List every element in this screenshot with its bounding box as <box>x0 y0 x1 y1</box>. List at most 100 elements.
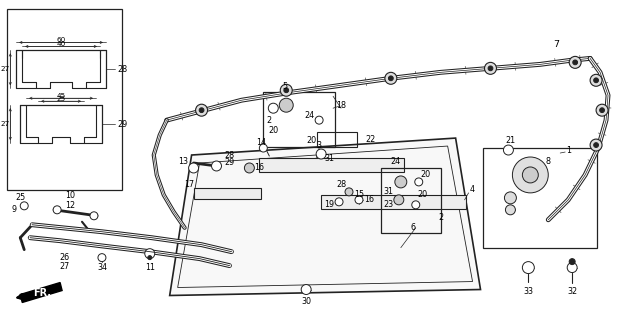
Circle shape <box>268 103 279 113</box>
Text: 22: 22 <box>366 135 376 144</box>
Circle shape <box>148 256 152 260</box>
Text: 20: 20 <box>306 136 316 145</box>
Bar <box>483 148 597 248</box>
Circle shape <box>316 149 326 159</box>
Circle shape <box>301 284 311 294</box>
Text: 2: 2 <box>267 116 272 125</box>
Circle shape <box>522 167 539 183</box>
Circle shape <box>90 212 98 220</box>
Circle shape <box>335 198 343 206</box>
Text: 15: 15 <box>354 190 364 199</box>
Text: 31: 31 <box>324 154 334 163</box>
Text: 19: 19 <box>324 200 334 209</box>
Bar <box>194 188 261 199</box>
Text: 5: 5 <box>283 82 288 91</box>
Text: 33: 33 <box>523 287 534 296</box>
Text: 7: 7 <box>553 40 559 49</box>
Circle shape <box>284 88 288 93</box>
Text: 29: 29 <box>117 120 127 129</box>
Circle shape <box>569 259 575 265</box>
Text: 21: 21 <box>505 136 516 145</box>
Circle shape <box>596 104 608 116</box>
Text: 31: 31 <box>384 188 394 196</box>
Text: 45: 45 <box>56 93 66 99</box>
Text: 18: 18 <box>336 101 346 110</box>
Circle shape <box>145 249 155 259</box>
Polygon shape <box>170 138 480 295</box>
Text: 29: 29 <box>224 158 235 167</box>
Text: 20: 20 <box>418 190 428 199</box>
Text: 16: 16 <box>254 164 264 172</box>
Text: 3: 3 <box>317 140 322 149</box>
Bar <box>263 92 335 147</box>
Text: 32: 32 <box>567 287 578 296</box>
Bar <box>259 158 404 172</box>
Text: 11: 11 <box>145 263 155 272</box>
Circle shape <box>389 76 393 81</box>
Circle shape <box>415 178 423 186</box>
Circle shape <box>53 206 61 214</box>
Text: 27: 27 <box>0 66 9 72</box>
Circle shape <box>594 78 599 83</box>
Circle shape <box>212 161 222 171</box>
Circle shape <box>503 145 513 155</box>
Text: 17: 17 <box>184 180 194 189</box>
Text: 12: 12 <box>65 201 75 210</box>
Circle shape <box>590 74 602 86</box>
Text: 28: 28 <box>225 150 235 159</box>
Text: 28: 28 <box>117 65 127 74</box>
Circle shape <box>590 139 602 151</box>
Circle shape <box>196 104 207 116</box>
Text: 23: 23 <box>384 200 394 209</box>
Text: 25: 25 <box>56 96 66 102</box>
Bar <box>321 195 465 209</box>
Circle shape <box>506 205 516 215</box>
Circle shape <box>315 116 323 124</box>
Circle shape <box>199 108 204 113</box>
Circle shape <box>573 60 578 65</box>
Circle shape <box>567 263 577 273</box>
Text: 24: 24 <box>304 111 314 120</box>
Text: 60: 60 <box>56 37 66 44</box>
Text: 6: 6 <box>410 223 415 232</box>
Text: 20: 20 <box>421 171 431 180</box>
Circle shape <box>345 188 353 196</box>
Bar <box>317 132 357 147</box>
Text: 13: 13 <box>179 157 189 166</box>
Circle shape <box>189 163 199 173</box>
Circle shape <box>488 66 493 71</box>
Circle shape <box>513 157 548 193</box>
Circle shape <box>394 195 404 205</box>
Text: 14: 14 <box>256 138 266 147</box>
Text: 30: 30 <box>301 297 311 306</box>
Text: 16: 16 <box>364 195 374 204</box>
Text: 24: 24 <box>391 157 401 166</box>
Text: 20: 20 <box>268 126 279 135</box>
Circle shape <box>355 196 363 204</box>
Circle shape <box>245 163 254 173</box>
Text: FR.: FR. <box>33 287 51 298</box>
Text: 28: 28 <box>336 180 346 189</box>
Text: 25: 25 <box>15 193 25 202</box>
Text: 10: 10 <box>65 191 75 200</box>
Circle shape <box>385 72 397 84</box>
Text: 4: 4 <box>470 185 475 194</box>
Circle shape <box>20 202 28 210</box>
Polygon shape <box>20 283 62 302</box>
Text: 9: 9 <box>12 205 17 214</box>
Circle shape <box>569 56 581 68</box>
Text: 2: 2 <box>438 213 443 222</box>
Circle shape <box>485 62 496 74</box>
Text: 40: 40 <box>56 41 66 47</box>
Text: 1: 1 <box>566 146 571 155</box>
Circle shape <box>504 192 516 204</box>
Circle shape <box>280 84 292 96</box>
Circle shape <box>98 254 106 262</box>
Text: 8: 8 <box>546 157 551 166</box>
Circle shape <box>279 98 293 112</box>
Text: 27: 27 <box>0 121 9 127</box>
Circle shape <box>600 108 605 113</box>
Bar <box>7 9 122 190</box>
Text: 26: 26 <box>59 253 69 262</box>
Bar <box>381 168 441 233</box>
